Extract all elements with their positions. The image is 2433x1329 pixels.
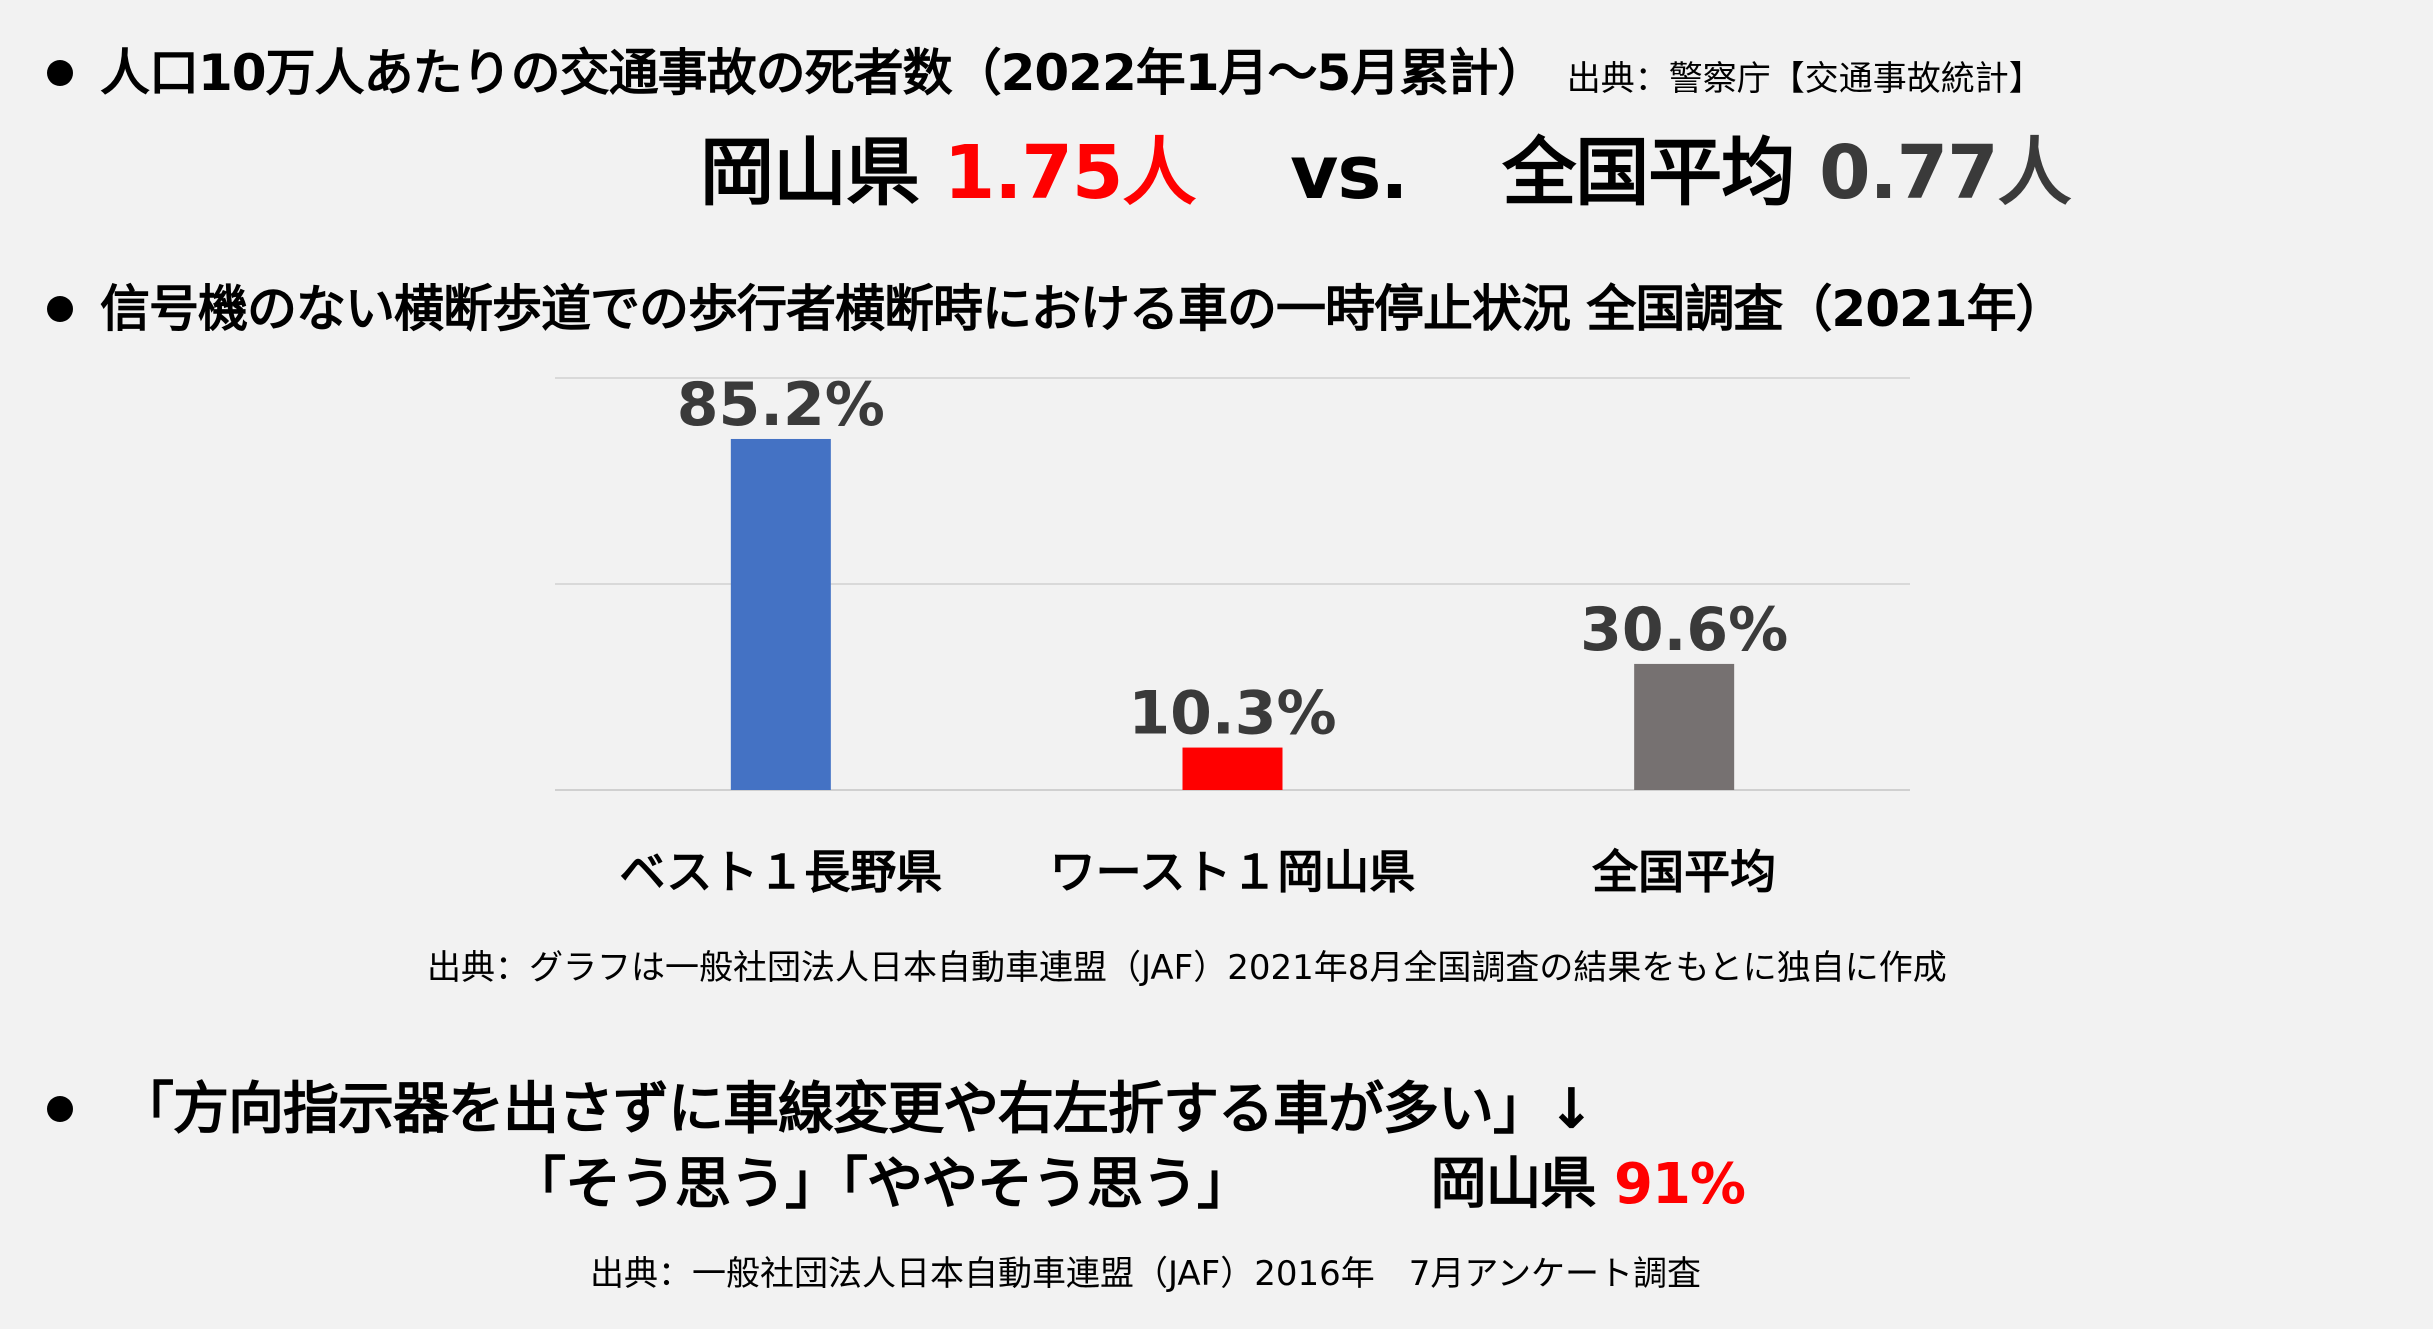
comparison-right-label: 全国平均	[1502, 130, 1795, 216]
bullet-icon	[47, 1096, 73, 1122]
data-label: 85.2%	[677, 370, 885, 440]
category-label: ワースト１岡山県	[1050, 845, 1416, 899]
bar	[1182, 747, 1283, 790]
comparison-row: 岡山県 1.75人 vs. 全国平均 0.77人	[700, 128, 2072, 218]
bullet-icon	[47, 296, 73, 322]
section1-heading: 人口10万人あたりの交通事故の死者数（2022年1月～5月累計） 出典：警察庁【…	[100, 43, 2043, 109]
comparison-left-label: 岡山県	[700, 130, 920, 216]
survey-answer: 「そう思う」「ややそう思う」	[510, 1152, 1253, 1217]
section3-source: 出典：一般社団法人日本自動車連盟（JAF）2016年 7月アンケート調査	[590, 1254, 1702, 1294]
survey-percent: 91%	[1614, 1152, 1746, 1217]
category-label: 全国平均	[1591, 845, 1776, 899]
comparison-vs: vs.	[1290, 130, 1408, 216]
bullet-icon	[47, 60, 73, 86]
survey-answer-row: 「そう思う」「ややそう思う」 岡山県 91%	[510, 1150, 1746, 1220]
section1-title: 人口10万人あたりの交通事故の死者数（2022年1月～5月累計）	[100, 44, 1547, 102]
section2-source: 出典：グラフは一般社団法人日本自動車連盟（JAF）2021年8月全国調査の結果を…	[427, 948, 1947, 988]
data-label: 10.3%	[1128, 679, 1336, 749]
comparison-left-value: 1.75人	[943, 130, 1197, 216]
section2-heading: 信号機のない横断歩道での歩行者横断時における車の一時停止状況 全国調査（2021…	[100, 280, 2066, 338]
bar-chart: 85.2% ベスト１長野県 10.3% ワースト１岡山県 30.6% 全国平均	[555, 370, 1910, 899]
data-label: 30.6%	[1580, 595, 1788, 665]
category-label: ベスト１長野県	[619, 845, 942, 899]
bar	[730, 438, 831, 790]
section1-source: 出典：警察庁【交通事故統計】	[1566, 59, 2043, 99]
survey-region: 岡山県	[1430, 1152, 1597, 1217]
comparison-right-value: 0.77人	[1819, 130, 2072, 216]
survey-question: 「方向指示器を出さずに車線変更や右左折する車が多い」↓	[118, 1077, 1595, 1142]
bar	[1634, 663, 1735, 790]
